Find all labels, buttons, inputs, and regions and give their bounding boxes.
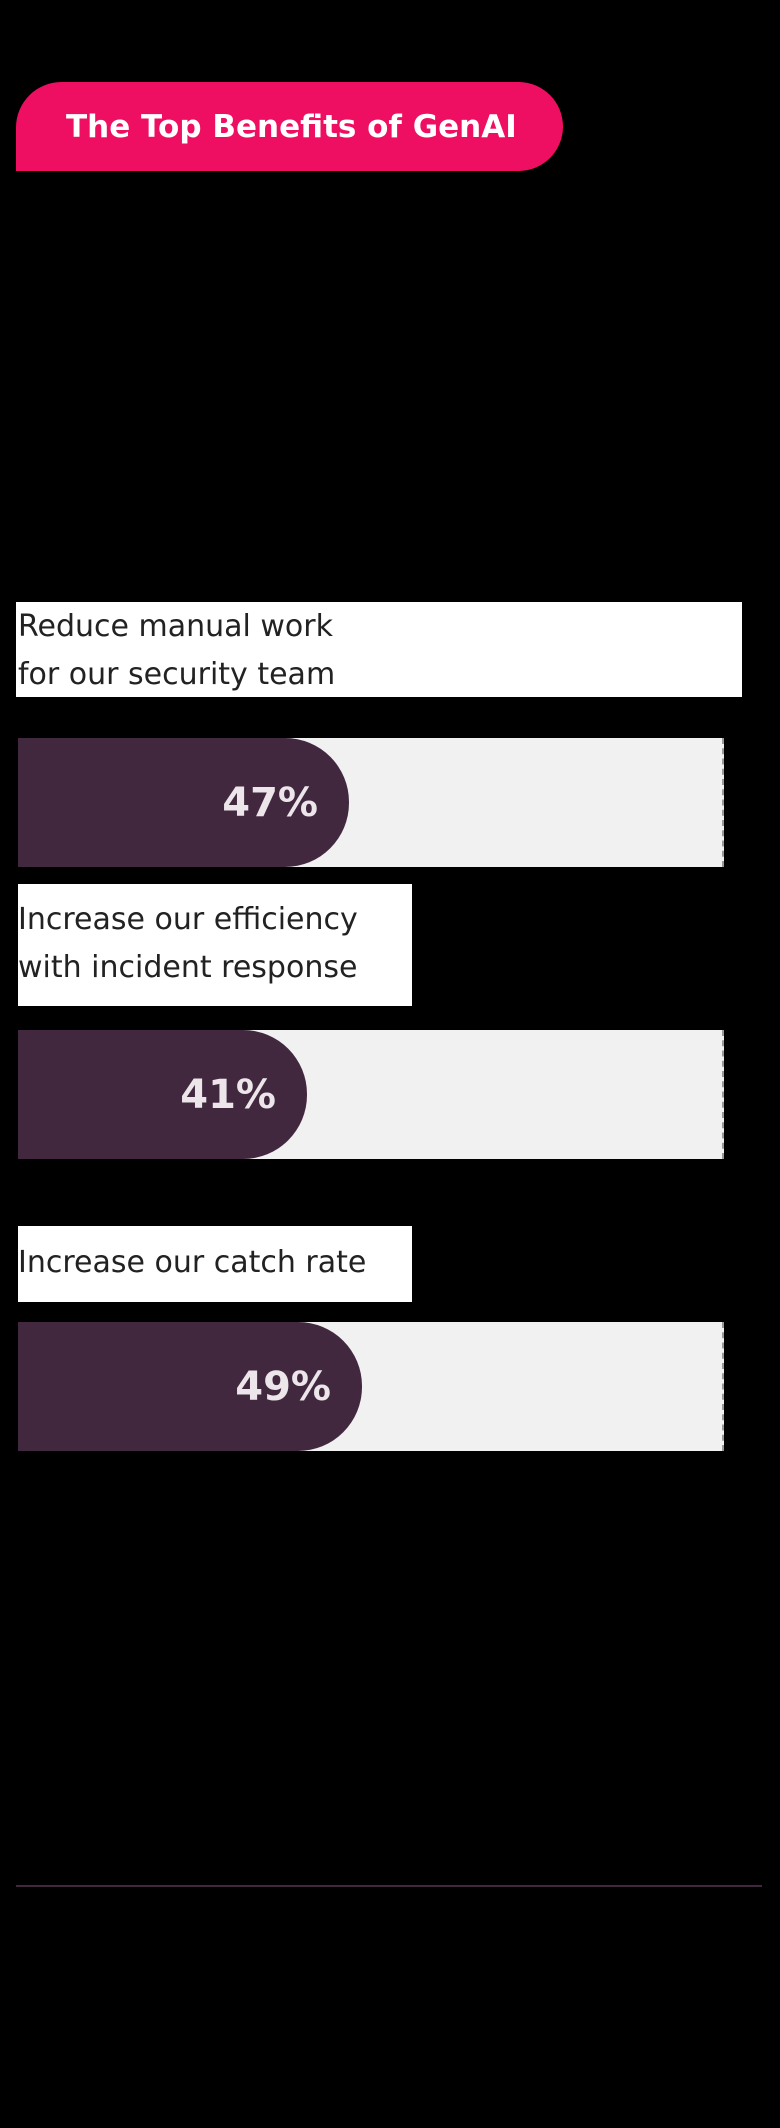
benefit-label-2: Increase our efficiency with incident re…: [18, 884, 412, 1006]
benefit-label-3: Increase our catch rate: [18, 1226, 412, 1302]
title-pill: The Top Benefits of GenAI: [16, 82, 563, 171]
bar-value-1: 47%: [222, 779, 318, 826]
bar-track-3: 49%: [18, 1322, 724, 1451]
bar-value-3: 49%: [235, 1363, 331, 1410]
bar-fill-1: 47%: [18, 738, 349, 867]
bar-fill-3: 49%: [18, 1322, 362, 1451]
bar-track-1: 47%: [18, 738, 724, 867]
benefit-label-1: Reduce manual work for our security team: [16, 602, 742, 697]
footer-divider: [16, 1885, 762, 1887]
bar-fill-2: 41%: [18, 1030, 307, 1159]
bar-track-2: 41%: [18, 1030, 724, 1159]
page-title: The Top Benefits of GenAI: [66, 108, 517, 145]
bar-value-2: 41%: [180, 1071, 276, 1118]
